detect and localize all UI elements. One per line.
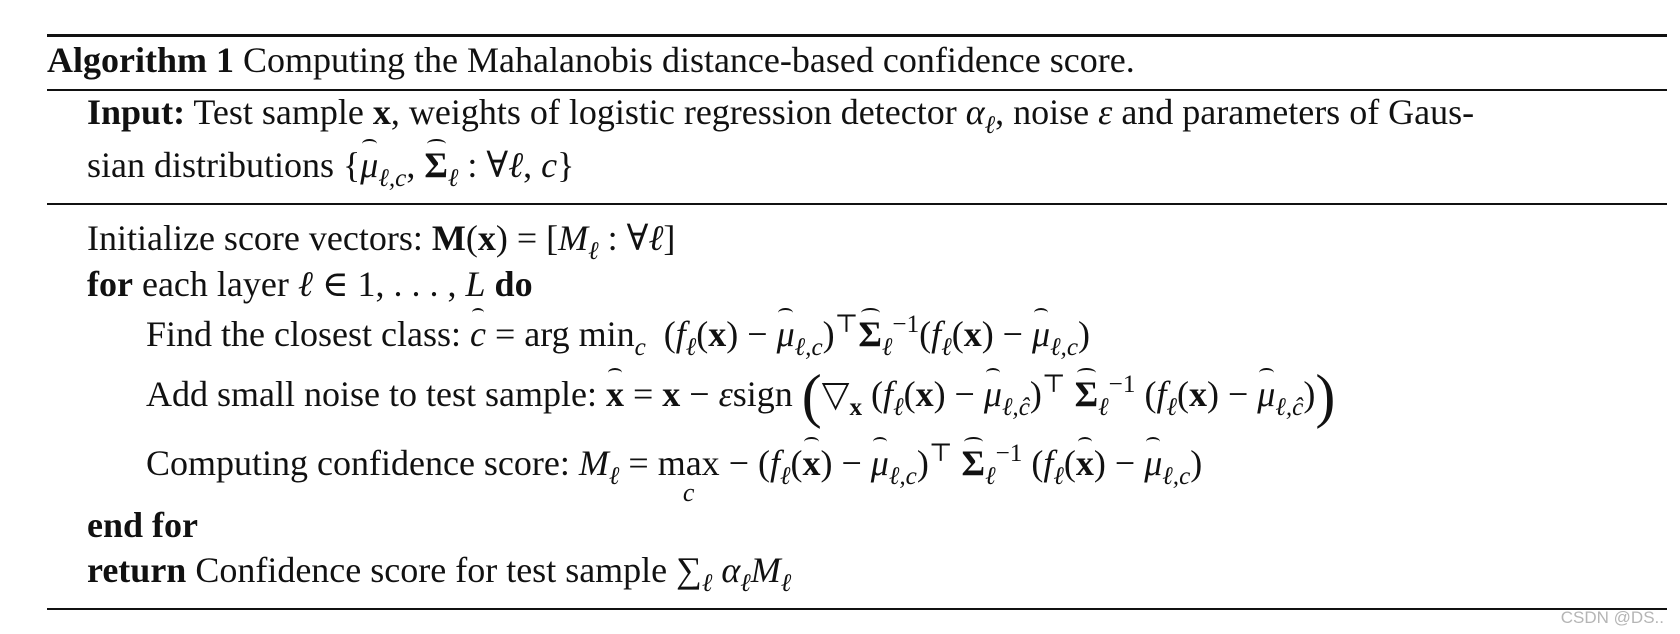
return-text: Confidence score for test sample bbox=[195, 550, 668, 590]
algorithm-caption: Algorithm 1 Computing the Mahalanobis di… bbox=[47, 40, 1135, 80]
return-keyword: return bbox=[87, 550, 187, 590]
input-rule bbox=[47, 203, 1667, 205]
add-noise-line: Add small noise to test sample: x = x − … bbox=[146, 363, 1336, 429]
noise-formula: x = x − εsign (▽x (fℓ(x) − μℓ,ĉ)⊤ Σℓ−1 (… bbox=[605, 363, 1336, 429]
input-eps: ε bbox=[1098, 92, 1113, 132]
for-line: for each layer ℓ ∈ 1, . . . , L do bbox=[87, 264, 533, 304]
find-class-line: Find the closest class: c = arg minc (fℓ… bbox=[146, 308, 1091, 361]
input-x: x bbox=[372, 92, 391, 132]
end-for-keyword: end for bbox=[87, 505, 198, 545]
algorithm-label: Algorithm 1 bbox=[47, 40, 234, 80]
top-rule bbox=[47, 34, 1667, 37]
noise-text: Add small noise to test sample: bbox=[146, 374, 597, 414]
conf-formula: Mℓ = max c − (fℓ(x) − μℓ,c)⊤ Σℓ−1 (fℓ(x) … bbox=[578, 437, 1203, 507]
return-formula: ∑ℓ αℓMℓ bbox=[676, 550, 792, 597]
input-line2-text: sian distributions bbox=[87, 145, 335, 185]
for-range: ℓ ∈ 1, . . . , L bbox=[297, 264, 486, 304]
input-text-2: , weights of logistic regression detecto… bbox=[390, 92, 957, 132]
find-formula: c = arg minc (fℓ(x) − μℓ,c)⊤Σℓ−1(fℓ(x) −… bbox=[469, 308, 1091, 361]
bottom-rule bbox=[47, 608, 1667, 610]
do-keyword: do bbox=[494, 264, 533, 304]
input-text-3: , noise bbox=[995, 92, 1090, 132]
return-line: return Confidence score for test sample … bbox=[87, 550, 792, 597]
input-text-4: and parameters of Gaus- bbox=[1121, 92, 1475, 132]
input-alpha: αℓ bbox=[965, 92, 996, 139]
gaussian-params: {μℓ,c, Σℓ : ∀ℓ, c} bbox=[343, 139, 575, 192]
end-for-line: end for bbox=[87, 505, 198, 545]
conf-text: Computing confidence score: bbox=[146, 443, 570, 483]
caption-rule bbox=[47, 89, 1667, 91]
input-label: Input: bbox=[87, 92, 186, 132]
for-text: each layer bbox=[141, 264, 289, 304]
input-line-1: Input: Test sample x, weights of logisti… bbox=[87, 92, 1475, 139]
input-text-1: Test sample bbox=[193, 92, 364, 132]
init-text: Initialize score vectors: bbox=[87, 218, 423, 258]
watermark: CSDN @DS.. bbox=[1560, 608, 1664, 627]
algorithm-title: Computing the Mahalanobis distance-based… bbox=[242, 40, 1135, 80]
for-keyword: for bbox=[87, 264, 133, 304]
input-line-2: sian distributions {μℓ,c, Σℓ : ∀ℓ, c} bbox=[87, 139, 575, 192]
init-formula: M(x) = [Mℓ : ∀ℓ] bbox=[431, 218, 676, 265]
confidence-line: Computing confidence score: Mℓ = max c − … bbox=[146, 437, 1203, 507]
find-text: Find the closest class: bbox=[146, 314, 461, 354]
init-line: Initialize score vectors: M(x) = [Mℓ : ∀… bbox=[87, 218, 676, 265]
